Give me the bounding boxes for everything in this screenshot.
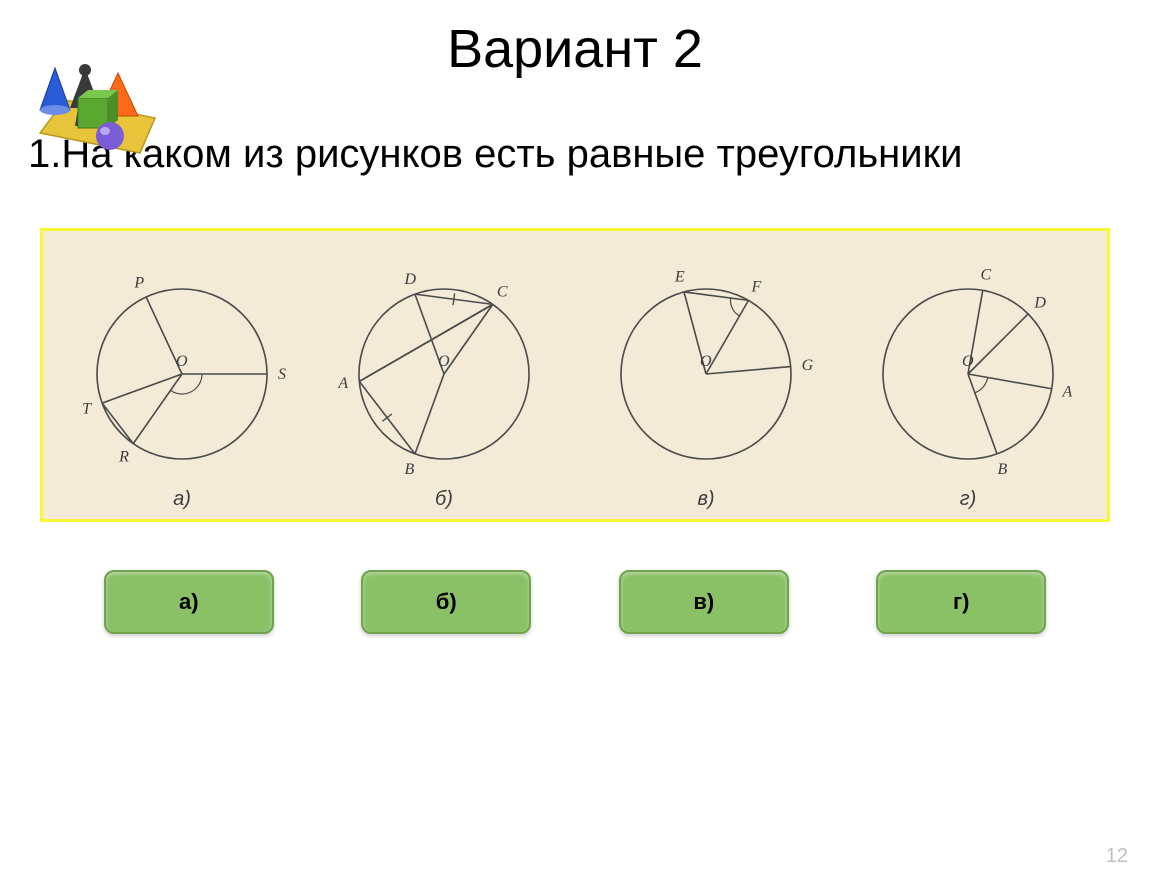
svg-text:R: R — [118, 449, 129, 466]
svg-text:O: O — [962, 353, 974, 370]
answer-button[interactable]: б) — [361, 570, 531, 634]
svg-text:O: O — [176, 353, 188, 370]
geometry-clipart-icon — [30, 38, 160, 158]
answers-row: а) б) в) г) — [0, 570, 1150, 634]
page-number: 12 — [1106, 845, 1128, 868]
diagram-panel: O C D A Bг) — [843, 239, 1093, 509]
svg-text:D: D — [1033, 295, 1046, 312]
svg-text:D: D — [403, 271, 416, 288]
svg-text:G: G — [802, 357, 814, 374]
svg-text:T: T — [82, 401, 92, 418]
panel-letter: б) — [435, 488, 453, 511]
panel-letter: в) — [697, 488, 714, 511]
question-text: 1.На каком из рисунков есть равные треуг… — [28, 128, 1150, 180]
page-title: Вариант 2 — [0, 18, 1150, 80]
diagram-panel: O E F Gв) — [581, 239, 831, 509]
svg-text:E: E — [674, 268, 685, 285]
svg-text:P: P — [133, 274, 144, 291]
svg-text:B: B — [998, 461, 1008, 478]
svg-text:A: A — [337, 375, 348, 392]
panel-letter: г) — [960, 488, 977, 511]
svg-text:C: C — [981, 267, 992, 284]
answer-button[interactable]: в) — [619, 570, 789, 634]
diagram-panel: O D C A Bб) — [319, 239, 569, 509]
answer-button[interactable]: а) — [104, 570, 274, 634]
svg-text:O: O — [700, 353, 712, 370]
svg-text:C: C — [497, 283, 508, 300]
svg-text:B: B — [404, 461, 414, 478]
svg-text:F: F — [751, 279, 762, 296]
svg-text:O: O — [438, 353, 450, 370]
svg-text:S: S — [278, 366, 286, 383]
answer-button[interactable]: г) — [876, 570, 1046, 634]
diagrams-frame: O P S R Tа) O D C A Bб) O E F Gв) O C D A Bг) — [40, 228, 1110, 522]
diagram-panel: O P S R Tа) — [57, 239, 307, 509]
svg-text:A: A — [1061, 384, 1072, 401]
panel-letter: а) — [173, 488, 191, 511]
